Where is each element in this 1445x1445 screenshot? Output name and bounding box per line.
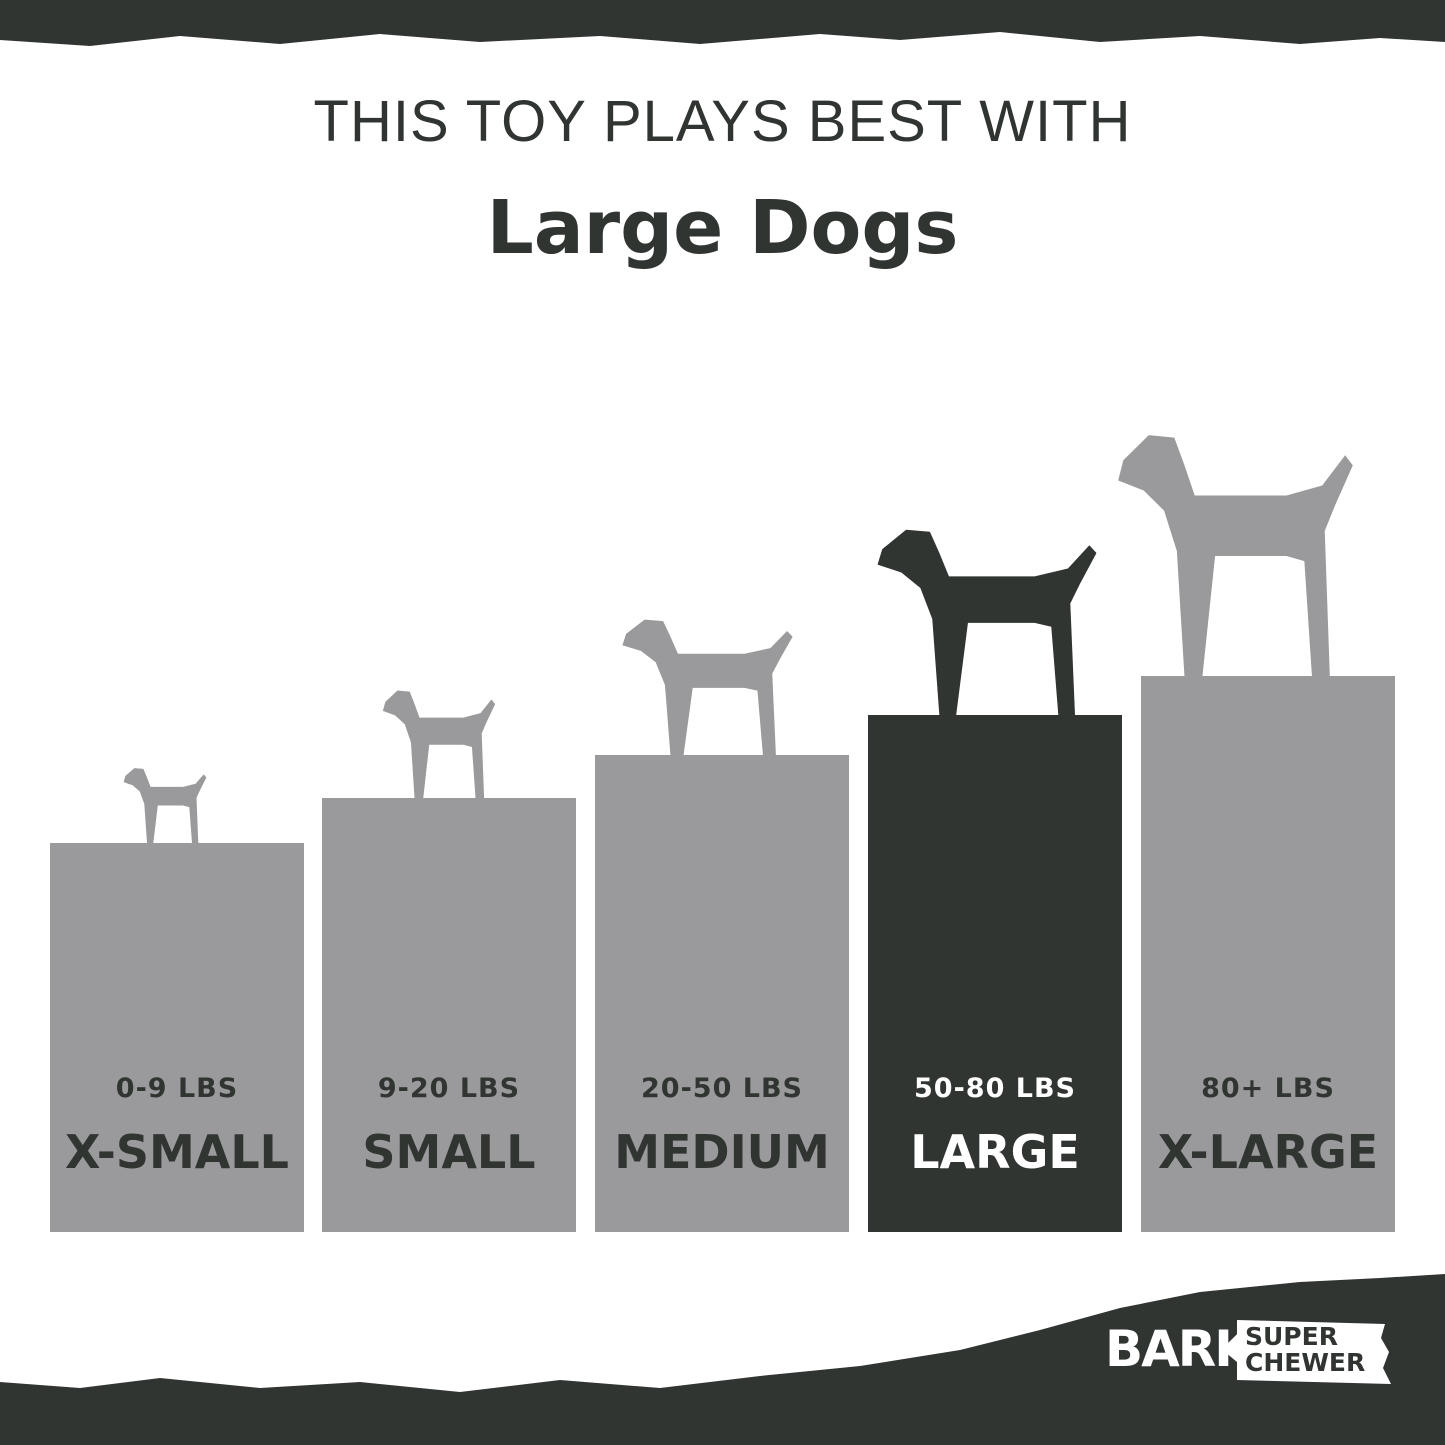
size-small: SMALL (362, 1125, 536, 1179)
bar-large (868, 715, 1122, 1232)
size-medium: MEDIUM (614, 1125, 830, 1179)
logo-tagline2: CHEWER (1245, 1348, 1366, 1377)
bar-small (322, 798, 576, 1232)
xlarge-dog-icon (1118, 435, 1353, 677)
size-xsmall: X-SMALL (65, 1125, 289, 1179)
weight-xlarge: 80+ LBS (1201, 1073, 1335, 1104)
large-dog-icon (877, 529, 1097, 716)
size-xlarge: X-LARGE (1157, 1125, 1379, 1179)
medium-dog-icon (622, 619, 793, 756)
bar-xsmall (50, 843, 304, 1232)
weight-large: 50-80 LBS (914, 1073, 1076, 1104)
torn-top-band (0, 0, 1445, 46)
header-line2: Large Dogs (486, 185, 959, 271)
header-line1: THIS TOY PLAYS BEST WITH (313, 89, 1132, 154)
torn-bottom-band (0, 1274, 1445, 1445)
weight-small: 9-20 LBS (377, 1073, 521, 1104)
bar-xlarge (1141, 676, 1395, 1232)
small-dog-icon (382, 690, 496, 799)
bark-super-chewer-logo: BARK SUPER CHEWER (1105, 1312, 1395, 1392)
bar-medium (595, 755, 849, 1232)
logo-brand: BARK (1105, 1320, 1253, 1378)
logo-tag-shape (1225, 1320, 1391, 1384)
weight-medium: 20-50 LBS (641, 1073, 803, 1104)
xsmall-dog-icon (123, 768, 207, 843)
size-large: LARGE (910, 1125, 1080, 1179)
weight-xsmall: 0-9 LBS (115, 1073, 239, 1104)
logo-tagline1: SUPER (1245, 1322, 1338, 1351)
